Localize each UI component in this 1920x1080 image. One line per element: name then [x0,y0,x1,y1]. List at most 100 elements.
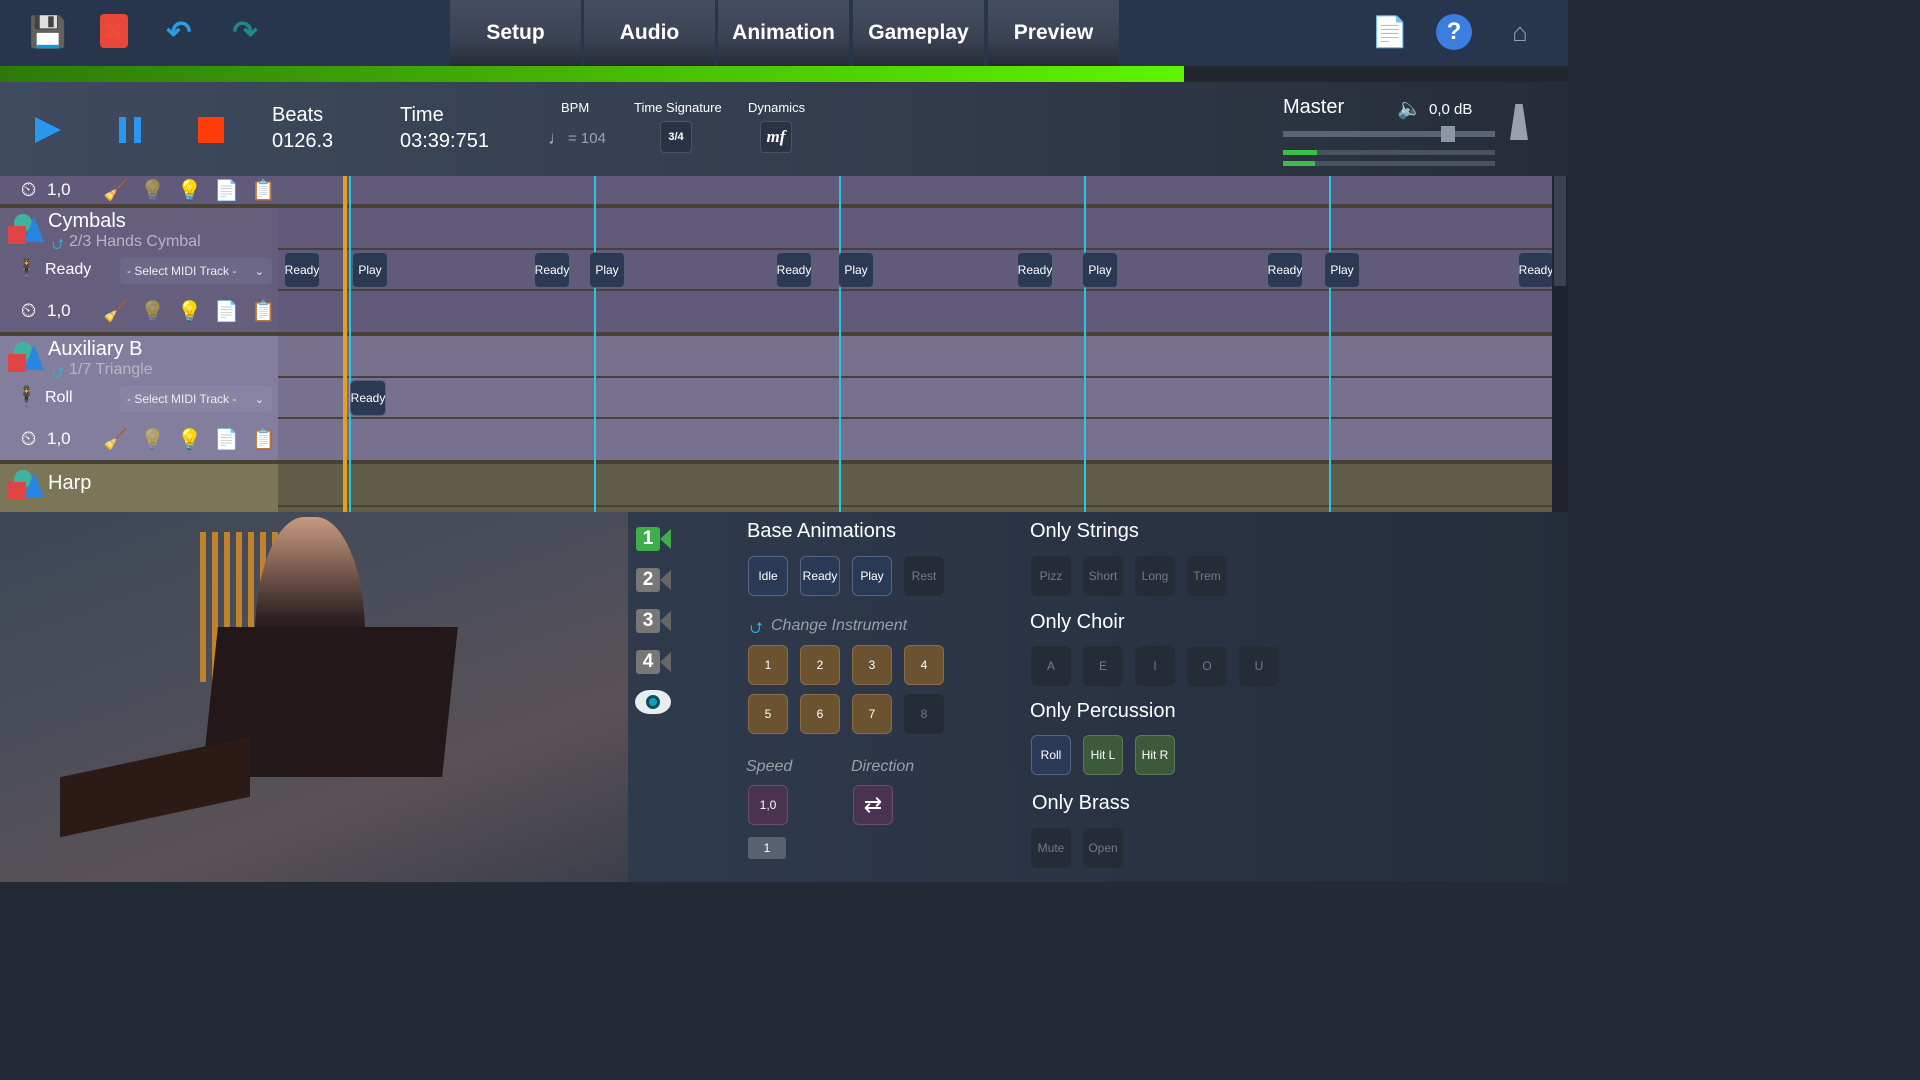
instrument-button-6[interactable]: 6 [800,694,840,734]
midi-track-select[interactable]: - Select MIDI Track - ⌄ [120,386,272,412]
timeline-clip[interactable]: Play [1082,252,1118,288]
time-signature-button[interactable]: 3/4 [660,121,692,153]
midi-track-select[interactable]: - Select MIDI Track - ⌄ [120,258,272,284]
bulb-music-icon[interactable]: 💡 [140,428,165,451]
timeline-clip[interactable]: Ready [1518,252,1552,288]
timeline-clip[interactable]: Play [1324,252,1360,288]
only-brass-title: Only Brass [1032,792,1130,814]
timeline-clip[interactable]: Ready [534,252,570,288]
dynamics-button[interactable]: mf [760,121,792,153]
paste-icon[interactable]: 📋 [251,300,276,323]
base-animation-button-rest[interactable]: Rest [904,556,944,596]
play-button[interactable] [35,117,61,143]
copy-icon[interactable]: 📄 [214,179,239,202]
timeline-clip[interactable]: Ready [1267,252,1303,288]
timeline-clip[interactable]: Ready [350,380,386,416]
copy-icon[interactable]: 📄 [214,428,239,451]
camera-4-button[interactable]: 4 [636,650,672,674]
camera-2-button[interactable]: 2 [636,568,672,592]
strings-button-trem[interactable]: Trem [1187,556,1227,596]
camera-3-button[interactable]: 3 [636,609,672,633]
choir-button-i[interactable]: I [1135,646,1175,686]
percussion-button-hit-l[interactable]: Hit L [1083,735,1123,775]
chevron-down-icon: ⌄ [254,265,264,278]
instrument-button-5[interactable]: 5 [748,694,788,734]
strings-button-short[interactable]: Short [1083,556,1123,596]
choir-button-u[interactable]: U [1239,646,1279,686]
lane-harp[interactable] [278,464,1552,512]
pause-button[interactable] [119,117,141,143]
tab-audio[interactable]: Audio [584,0,715,66]
eye-icon[interactable] [635,690,671,714]
timeline-clip[interactable]: Play [838,252,874,288]
lane-auxiliary-b[interactable] [278,336,1552,460]
paste-icon[interactable]: 📋 [251,428,276,451]
percussion-button-roll[interactable]: Roll [1031,735,1071,775]
copy-icon[interactable]: 📄 [214,300,239,323]
bulb-music-icon[interactable]: 💡 [140,300,165,323]
base-animation-button-ready[interactable]: Ready [800,556,840,596]
stop-button[interactable] [198,117,224,143]
music-file-check-icon[interactable]: 📄 [1371,15,1409,49]
choir-button-a[interactable]: A [1031,646,1071,686]
playhead[interactable] [343,176,347,512]
3d-preview-viewport[interactable] [0,512,628,882]
timeline-clip[interactable]: Ready [284,252,320,288]
broom-icon[interactable]: 🧹 [103,300,128,323]
strings-button-pizz[interactable]: Pizz [1031,556,1071,596]
change-instrument-icon: ⮍ [52,236,65,253]
speed-step-input[interactable]: 1 [748,837,786,859]
instrument-button-2[interactable]: 2 [800,645,840,685]
timeline-clip[interactable]: Play [352,252,388,288]
broom-icon[interactable]: 🧹 [103,428,128,451]
bulb-icon[interactable]: 💡 [177,179,202,202]
strings-button-long[interactable]: Long [1135,556,1175,596]
delete-icon[interactable]: ✖ [100,14,128,48]
speedometer-icon[interactable]: ⏲ [20,178,37,201]
speaker-icon[interactable]: 🔈 [1397,98,1422,120]
timeline-clip[interactable]: Ready [776,252,812,288]
lane-cymbals[interactable] [278,208,1552,332]
instrument-button-7[interactable]: 7 [852,694,892,734]
bulb-music-icon[interactable]: 💡 [140,179,165,202]
tab-preview[interactable]: Preview [988,0,1119,66]
speed-button[interactable]: 1,0 [748,785,788,825]
home-icon[interactable]: ⌂ [1512,16,1528,47]
instrument-button-8[interactable]: 8 [904,694,944,734]
song-progress-bar[interactable] [0,66,1568,82]
direction-swap-icon[interactable]: ⇄ [853,785,893,825]
brass-button-open[interactable]: Open [1083,828,1123,868]
bulb-icon[interactable]: 💡 [177,428,202,451]
save-icon[interactable]: 💾 [29,15,67,49]
metronome-icon[interactable] [1510,104,1528,140]
camera-1-button[interactable]: 1 [636,527,672,551]
master-volume-slider[interactable] [1283,126,1495,142]
speedometer-icon[interactable]: ⏲ [20,427,37,450]
timeline-clip[interactable]: Ready [1017,252,1053,288]
paste-icon[interactable]: 📋 [251,179,276,202]
percussion-button-hit-r[interactable]: Hit R [1135,735,1175,775]
scrollbar-thumb[interactable] [1554,176,1566,286]
speedometer-icon[interactable]: ⏲ [20,299,37,322]
instrument-button-4[interactable]: 4 [904,645,944,685]
tab-gameplay[interactable]: Gameplay [853,0,984,66]
help-icon[interactable]: ? [1436,14,1472,50]
brass-button-mute[interactable]: Mute [1031,828,1071,868]
broom-icon[interactable]: 🧹 [103,179,128,202]
instrument-button-1[interactable]: 1 [748,645,788,685]
base-animation-button-idle[interactable]: Idle [748,556,788,596]
choir-button-o[interactable]: O [1187,646,1227,686]
tab-setup[interactable]: Setup [450,0,581,66]
redo-icon[interactable]: ↷ [232,15,258,49]
bpm-value[interactable]: = 104 [568,130,606,147]
base-animation-button-play[interactable]: Play [852,556,892,596]
undo-icon[interactable]: ↶ [166,15,192,49]
timeline-clip[interactable]: Play [589,252,625,288]
tracks-scrollbar[interactable] [1552,176,1568,512]
tab-animation[interactable]: Animation [718,0,849,66]
instrument-button-3[interactable]: 3 [852,645,892,685]
choir-button-e[interactable]: E [1083,646,1123,686]
slider-handle[interactable] [1441,126,1456,142]
bulb-icon[interactable]: 💡 [177,300,202,323]
track-harp[interactable] [0,464,278,512]
